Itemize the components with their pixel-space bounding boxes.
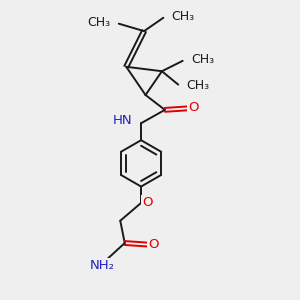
Text: O: O [142,196,153,209]
Text: CH₃: CH₃ [191,53,214,66]
Text: CH₃: CH₃ [87,16,110,29]
Text: NH₂: NH₂ [90,260,115,272]
Text: CH₃: CH₃ [172,10,195,23]
Text: CH₃: CH₃ [187,79,210,92]
Text: HN: HN [113,114,133,127]
Text: O: O [188,101,199,114]
Text: O: O [148,238,159,251]
